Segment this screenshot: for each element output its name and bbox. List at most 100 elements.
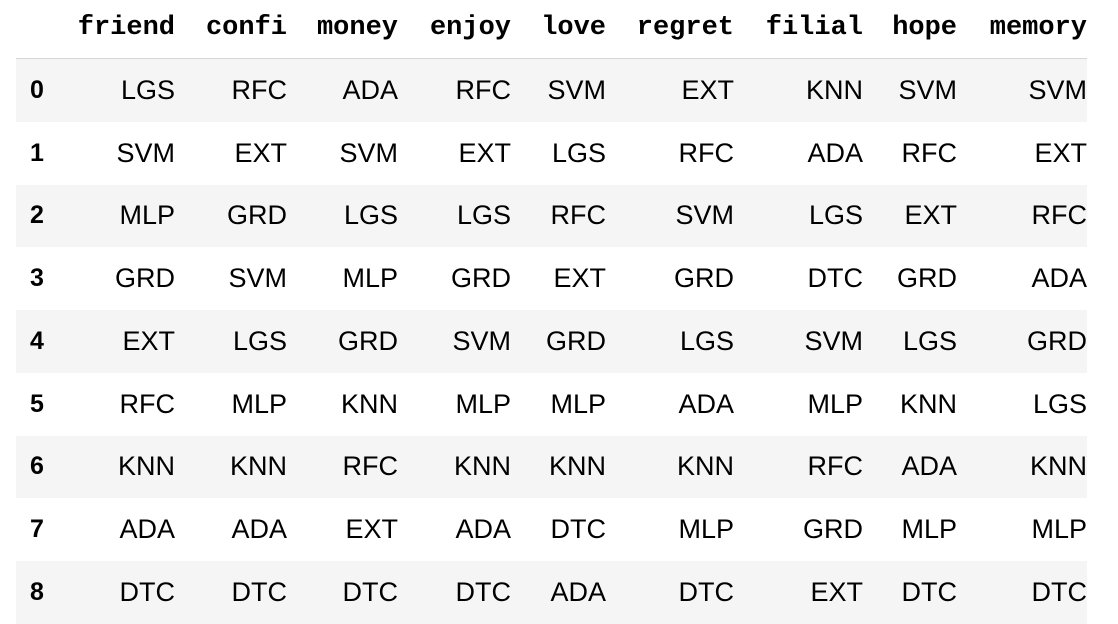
table-cell: SVM [547,74,606,105]
table-cell: GRD [803,514,863,545]
row-index: 1 [30,138,44,167]
table-cell: MLP [1031,514,1087,545]
table-cell: RFC [678,137,735,168]
table-cell: LGS [551,137,606,168]
table-cell: ADA [901,451,957,482]
table-cell: LGS [456,200,511,231]
table-cell: MLP [119,200,175,231]
table-cell: DTC [550,514,607,545]
table-cell: KNN [548,451,606,482]
column-header-friend: friend [54,0,175,59]
table-cell: DTC [455,576,512,607]
table-cell: LGS [679,325,734,356]
column-header-hope: hope [863,0,957,59]
table-cell: SVM [804,325,863,356]
row-index: 3 [30,264,44,293]
table-cell: SVM [452,325,511,356]
table-cell: EXT [904,200,957,231]
table-cell: RFC [231,74,288,105]
table-cell: KNN [117,451,175,482]
table-cell: RFC [807,451,864,482]
table-cell: DTC [231,576,288,607]
table-row: 8 DTC DTC DTC DTC ADA DTC EXT DTC DTC [16,561,1087,624]
table-cell: LGS [1032,388,1087,419]
table-cell: GRD [115,263,175,294]
table-row: 0 LGS RFC ADA RFC SVM EXT KNN SVM SVM [16,58,1087,122]
table-cell: ADA [1031,263,1087,294]
table-cell: SVM [116,137,175,168]
table-cell: MLP [901,514,957,545]
table-cell: LGS [120,74,175,105]
table-cell: ADA [550,576,606,607]
table-cell: GRD [1027,325,1087,356]
table-cell: DTC [901,576,958,607]
table-row: 7 ADA ADA EXT ADA DTC MLP GRD MLP MLP [16,498,1087,561]
table-cell: GRD [338,325,398,356]
column-header-enjoy: enjoy [398,0,511,59]
row-index: 0 [30,75,44,104]
table-cell: SVM [339,137,398,168]
table-cell: SVM [675,200,734,231]
table-cell: ADA [455,514,511,545]
table-cell: RFC [342,451,399,482]
table-cell: MLP [455,388,511,419]
table-row: 1 SVM EXT SVM EXT LGS RFC ADA RFC EXT [16,121,1087,185]
row-index: 5 [30,389,44,418]
column-header-memory: memory [957,0,1087,59]
table-cell: KNN [229,451,287,482]
table-cell: ADA [807,137,863,168]
table-cell: ADA [231,514,287,545]
table-row: 3 GRD SVM MLP GRD EXT GRD DTC GRD ADA [16,247,1087,310]
table-cell: GRD [451,263,511,294]
table-cell: GRD [897,263,957,294]
table-cell: KNN [453,451,511,482]
column-header-confi: confi [175,0,287,59]
index-header [16,0,54,59]
table-cell: KNN [676,451,734,482]
row-index: 6 [30,452,44,481]
table-cell: KNN [340,388,398,419]
row-index: 2 [30,201,44,230]
table-cell: ADA [342,74,398,105]
table-cell: DTC [807,263,864,294]
row-index: 8 [30,577,44,606]
table-cell: ADA [119,514,175,545]
table-cell: ADA [678,388,734,419]
table-cell: KNN [899,388,957,419]
table-cell: SVM [898,74,957,105]
table-cell: LGS [902,325,957,356]
table-cell: KNN [805,74,863,105]
column-header-money: money [287,0,398,59]
table-cell: SVM [1028,74,1087,105]
table-cell: EXT [458,137,511,168]
table-cell: KNN [1029,451,1087,482]
table-cell: EXT [122,325,175,356]
table-row: 6 KNN KNN RFC KNN KNN KNN RFC ADA KNN [16,435,1087,499]
table-cell: MLP [342,263,398,294]
table-cell: RFC [550,200,607,231]
table-cell: EXT [681,74,734,105]
dataframe-table: friend confi money enjoy love regret fil… [16,0,1087,624]
table-cell: DTC [1031,576,1088,607]
table-cell: MLP [807,388,863,419]
table-cell: RFC [1031,200,1088,231]
table-cell: EXT [234,137,287,168]
table-cell: LGS [232,325,287,356]
table-cell: RFC [901,137,958,168]
table-cell: GRD [674,263,734,294]
table-cell: MLP [678,514,734,545]
table-cell: EXT [553,263,606,294]
table-cell: LGS [343,200,398,231]
table-cell: MLP [550,388,606,419]
table-cell: EXT [810,576,863,607]
column-header-filial: filial [734,0,863,59]
table-cell: MLP [231,388,287,419]
table-cell: LGS [808,200,863,231]
column-header-regret: regret [606,0,734,59]
table-row: 4 EXT LGS GRD SVM GRD LGS SVM LGS GRD [16,310,1087,373]
header-row: friend confi money enjoy love regret fil… [16,0,1087,59]
row-index: 7 [30,515,44,544]
column-header-love: love [511,0,606,59]
table-cell: DTC [342,576,399,607]
table-cell: GRD [227,200,287,231]
